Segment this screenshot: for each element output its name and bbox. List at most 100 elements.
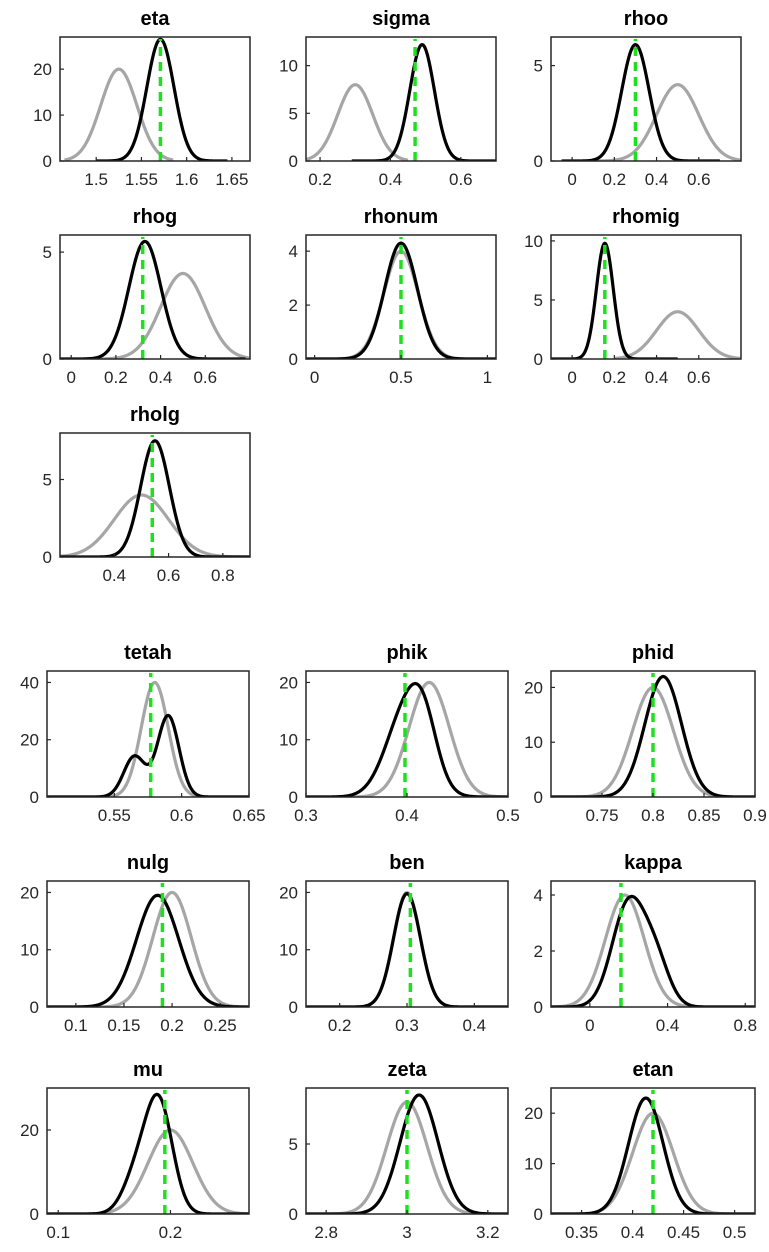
panel-title: eta — [141, 8, 171, 30]
y-tick-label: 0 — [289, 350, 298, 369]
x-tick-label: 0 — [310, 368, 319, 387]
y-tick-label: 0 — [43, 350, 52, 369]
y-tick-label: 2 — [534, 942, 543, 961]
panel-title: mu — [133, 1059, 163, 1081]
panel-title: tetah — [124, 642, 172, 664]
posterior-density-line — [306, 682, 508, 797]
prior-density-line — [306, 890, 508, 1007]
panel-nulg: nulg 0.1 0.15 0.2 0.25 0 10 20 — [20, 852, 250, 1035]
x-tick-label: 0.2 — [104, 368, 128, 387]
y-tick-label: 20 — [33, 60, 52, 79]
panel-etan: etan 0.35 0.4 0.45 0.5 0 10 20 — [524, 1059, 756, 1242]
x-tick-label: 0.8 — [211, 566, 235, 585]
x-tick-label: 0.6 — [687, 368, 711, 387]
panel-title: ben — [389, 852, 425, 874]
posterior-density-line — [551, 241, 679, 359]
panel-title: rhonum — [364, 206, 438, 228]
y-tick-label: 20 — [524, 678, 543, 697]
prior-density-line — [47, 890, 249, 1007]
panel-title: etan — [632, 1059, 673, 1081]
x-tick-label: 0.15 — [107, 1016, 140, 1035]
prior-density-line — [47, 680, 249, 797]
x-tick-label: 1 — [483, 368, 492, 387]
prior-density-line — [306, 83, 409, 161]
panel-eta: eta 1.5 1.55 1.6 1.65 0 10 20 — [33, 8, 251, 189]
panel-rhonum: rhonum 0 0.5 1 0 2 4 — [289, 206, 497, 387]
y-tick-label: 20 — [279, 883, 298, 902]
x-tick-label: 1.5 — [84, 170, 108, 189]
y-tick-label: 10 — [524, 1155, 543, 1174]
axes-box — [305, 880, 509, 1008]
axes-box — [46, 670, 250, 798]
axes-box — [550, 36, 742, 162]
x-tick-label: 0.65 — [232, 806, 265, 825]
posterior-density-line — [60, 239, 246, 359]
axes-box — [550, 880, 756, 1008]
x-tick-label: 0.85 — [687, 806, 720, 825]
prior-density-line — [47, 1128, 249, 1214]
panel-title: phik — [386, 642, 428, 664]
x-tick-label: 0.2 — [603, 170, 627, 189]
x-tick-label: 0.4 — [645, 170, 669, 189]
y-tick-label: 0 — [534, 350, 543, 369]
y-tick-label: 20 — [20, 883, 39, 902]
panel-title: rholg — [130, 404, 180, 426]
y-tick-label: 0 — [289, 152, 298, 171]
x-tick-label: 0.1 — [46, 1223, 70, 1242]
x-tick-label: 0.6 — [157, 566, 181, 585]
x-tick-label: 0.2 — [603, 368, 627, 387]
y-tick-label: 5 — [43, 471, 52, 490]
posterior-density-line — [47, 713, 249, 797]
x-tick-label: 0.6 — [449, 170, 473, 189]
x-tick-label: 0.6 — [193, 368, 217, 387]
y-tick-label: 40 — [20, 673, 39, 692]
panel-sigma: sigma 0.2 0.4 0.6 0 5 10 — [279, 8, 497, 189]
x-tick-label: 0.55 — [98, 806, 131, 825]
axes-box — [46, 1087, 250, 1215]
panel-title: rhog — [133, 206, 177, 228]
y-tick-label: 0 — [289, 1205, 298, 1224]
x-tick-label: 0.4 — [621, 1223, 645, 1242]
y-tick-label: 5 — [289, 1135, 298, 1154]
panel-title: rhomig — [612, 206, 680, 228]
x-tick-label: 0.5 — [723, 1223, 747, 1242]
y-tick-label: 10 — [20, 941, 39, 960]
y-tick-label: 20 — [20, 1121, 39, 1140]
x-tick-label: 0.45 — [667, 1223, 700, 1242]
prior-density-line — [613, 310, 741, 359]
x-tick-label: 0.2 — [160, 1016, 184, 1035]
axes-box — [550, 234, 742, 360]
posterior-density-line — [551, 894, 755, 1007]
y-tick-label: 20 — [20, 731, 39, 750]
panel-title: nulg — [127, 852, 169, 874]
x-tick-label: 0.3 — [294, 806, 318, 825]
y-tick-label: 4 — [289, 242, 298, 261]
x-tick-label: 0.5 — [389, 368, 413, 387]
y-tick-label: 10 — [524, 232, 543, 251]
x-tick-label: 0 — [567, 368, 576, 387]
axes-box — [46, 880, 250, 1008]
y-tick-label: 5 — [289, 104, 298, 123]
x-tick-label: 0.2 — [328, 1016, 352, 1035]
y-tick-label: 20 — [279, 673, 298, 692]
panel-phik: phik 0.3 0.4 0.5 0 10 20 — [279, 642, 520, 825]
prior-density-line — [60, 493, 250, 557]
panel-title: zeta — [388, 1059, 428, 1081]
prior-density-line — [306, 680, 508, 797]
x-tick-label: 0.4 — [463, 1016, 487, 1035]
x-tick-label: 0.2 — [308, 170, 332, 189]
axes-box — [59, 432, 251, 558]
y-tick-label: 10 — [33, 106, 52, 125]
y-tick-label: 0 — [43, 152, 52, 171]
y-tick-label: 0 — [289, 998, 298, 1017]
prior-density-line — [551, 893, 755, 1007]
axes-box — [59, 234, 251, 360]
x-tick-label: 0.5 — [496, 806, 520, 825]
panel-title: kappa — [624, 852, 683, 874]
x-tick-label: 0.4 — [102, 566, 126, 585]
x-tick-label: 2.8 — [314, 1223, 338, 1242]
panel-rhog: rhog 0 0.2 0.4 0.6 0 5 — [43, 206, 251, 387]
y-tick-label: 2 — [289, 296, 298, 315]
y-tick-label: 5 — [534, 291, 543, 310]
